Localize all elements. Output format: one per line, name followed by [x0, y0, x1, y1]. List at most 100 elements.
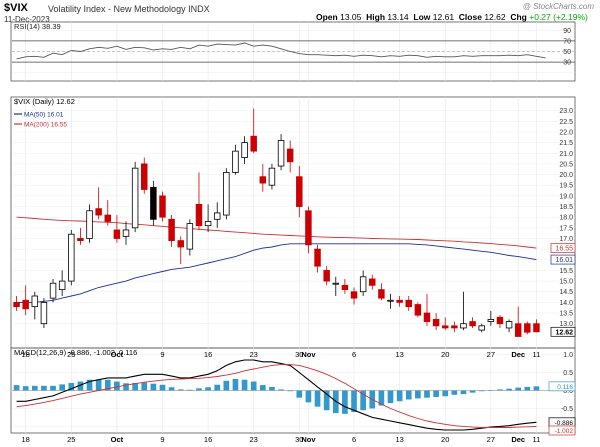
macd-histogram-bar: [77, 381, 84, 391]
candle-body: [369, 278, 376, 286]
macd-histogram-bar: [22, 386, 29, 391]
candle: [359, 270, 367, 296]
macd-histogram-bar: [323, 390, 330, 411]
candle: [432, 313, 440, 331]
candle-body: [104, 214, 111, 222]
candle-body: [396, 299, 403, 303]
candle-body: [22, 299, 29, 310]
candle: [442, 317, 449, 331]
price-value-flag-label: 16.55: [555, 246, 573, 253]
candle: [241, 136, 248, 164]
candle-body: [113, 229, 121, 239]
candle: [122, 221, 130, 245]
candle: [159, 191, 166, 222]
candle-body: [195, 203, 203, 227]
candle-body: [442, 325, 449, 329]
candle: [323, 266, 330, 286]
macd-x-label: 20: [441, 435, 449, 444]
candle-body: [323, 270, 330, 282]
candle: [277, 134, 285, 171]
macd-histogram-bar: [196, 388, 202, 391]
macd-histogram-bar: [223, 380, 230, 391]
candle-body: [378, 289, 385, 299]
price-tick-label: 21.5: [559, 140, 573, 147]
price-x-label: 23: [250, 350, 258, 359]
candle-body: [259, 176, 267, 184]
candle: [204, 204, 212, 233]
price-title: $VIX (Daily) 12.62: [14, 97, 75, 106]
candle-body: [478, 325, 485, 331]
candle: [77, 227, 84, 245]
candle-body: [186, 223, 194, 250]
candle-body: [296, 176, 303, 207]
open-label: Open: [316, 12, 338, 22]
candle: [40, 298, 48, 328]
ma50-line: [16, 243, 537, 303]
candle-body: [277, 140, 285, 167]
price-x-label: 16: [204, 350, 212, 359]
candle: [369, 274, 376, 290]
price-x-label: 20: [441, 350, 449, 359]
macd-histogram-bar: [515, 387, 522, 391]
macd-histogram-bar: [451, 390, 458, 395]
macd-tick-label: 1.0: [563, 352, 573, 359]
macd-histogram-bar: [95, 379, 102, 391]
macd-histogram-bar: [396, 390, 403, 402]
candle-body: [241, 142, 248, 158]
price-x-label: Dec: [511, 350, 525, 359]
macd-histogram-bar: [405, 390, 412, 400]
macd-histogram-bar: [497, 389, 503, 391]
candle-body: [505, 321, 513, 329]
macd-histogram-bar: [524, 386, 531, 391]
candle: [186, 219, 194, 256]
candle-body: [49, 282, 57, 299]
macd-histogram-bar: [187, 389, 193, 391]
candle-body: [250, 135, 257, 152]
macd-value-flag-label: -0.886: [555, 420, 574, 427]
price-tick-label: 22.0: [559, 129, 573, 136]
macd-histogram-bar: [232, 379, 239, 391]
candle-body: [496, 316, 504, 325]
candle: [13, 296, 20, 311]
macd-histogram-bar: [205, 387, 211, 391]
macd-histogram-bar: [123, 383, 129, 391]
candle: [396, 296, 403, 307]
candle-body: [58, 280, 66, 291]
rsi-tick-label: 90: [563, 28, 571, 35]
candle-body: [514, 323, 522, 337]
candle-body: [232, 150, 239, 173]
macd-histogram-bar: [168, 387, 175, 391]
macd-histogram-bar: [478, 390, 485, 392]
macd-value-flag-label: 0.116: [557, 384, 573, 391]
candle-body: [460, 323, 467, 329]
candle-body: [469, 321, 476, 327]
stockcharts-logo[interactable]: @ StockCharts.com: [522, 2, 594, 11]
candle: [58, 270, 66, 296]
macd-histogram-bar: [342, 390, 348, 414]
candle-body: [168, 218, 175, 242]
symbol-label: $VIX: [4, 2, 28, 14]
macd-histogram-bar: [132, 382, 138, 391]
candle: [168, 215, 175, 247]
candle: [49, 278, 57, 303]
candle-body: [223, 172, 230, 216]
candle-body: [40, 301, 48, 325]
candle: [305, 206, 312, 254]
ma50-legend-label: MA(50) 16.01: [24, 112, 64, 119]
price-value-flag: [550, 326, 576, 337]
macd-histogram-bar: [159, 384, 166, 391]
candle-body: [487, 319, 495, 322]
macd-x-label: 6: [352, 435, 356, 444]
candle: [378, 283, 385, 301]
candle: [533, 319, 540, 333]
candle-body: [268, 167, 276, 186]
candle: [469, 317, 476, 328]
low-value: 12.61: [432, 12, 455, 22]
change-value: +0.27 (+2.19%): [529, 12, 588, 22]
macd-x-label: 11: [533, 435, 541, 444]
macd-x-label: 30: [295, 435, 303, 444]
price-tick-label: 18.5: [559, 204, 573, 211]
macd-histogram-bar: [86, 379, 93, 391]
